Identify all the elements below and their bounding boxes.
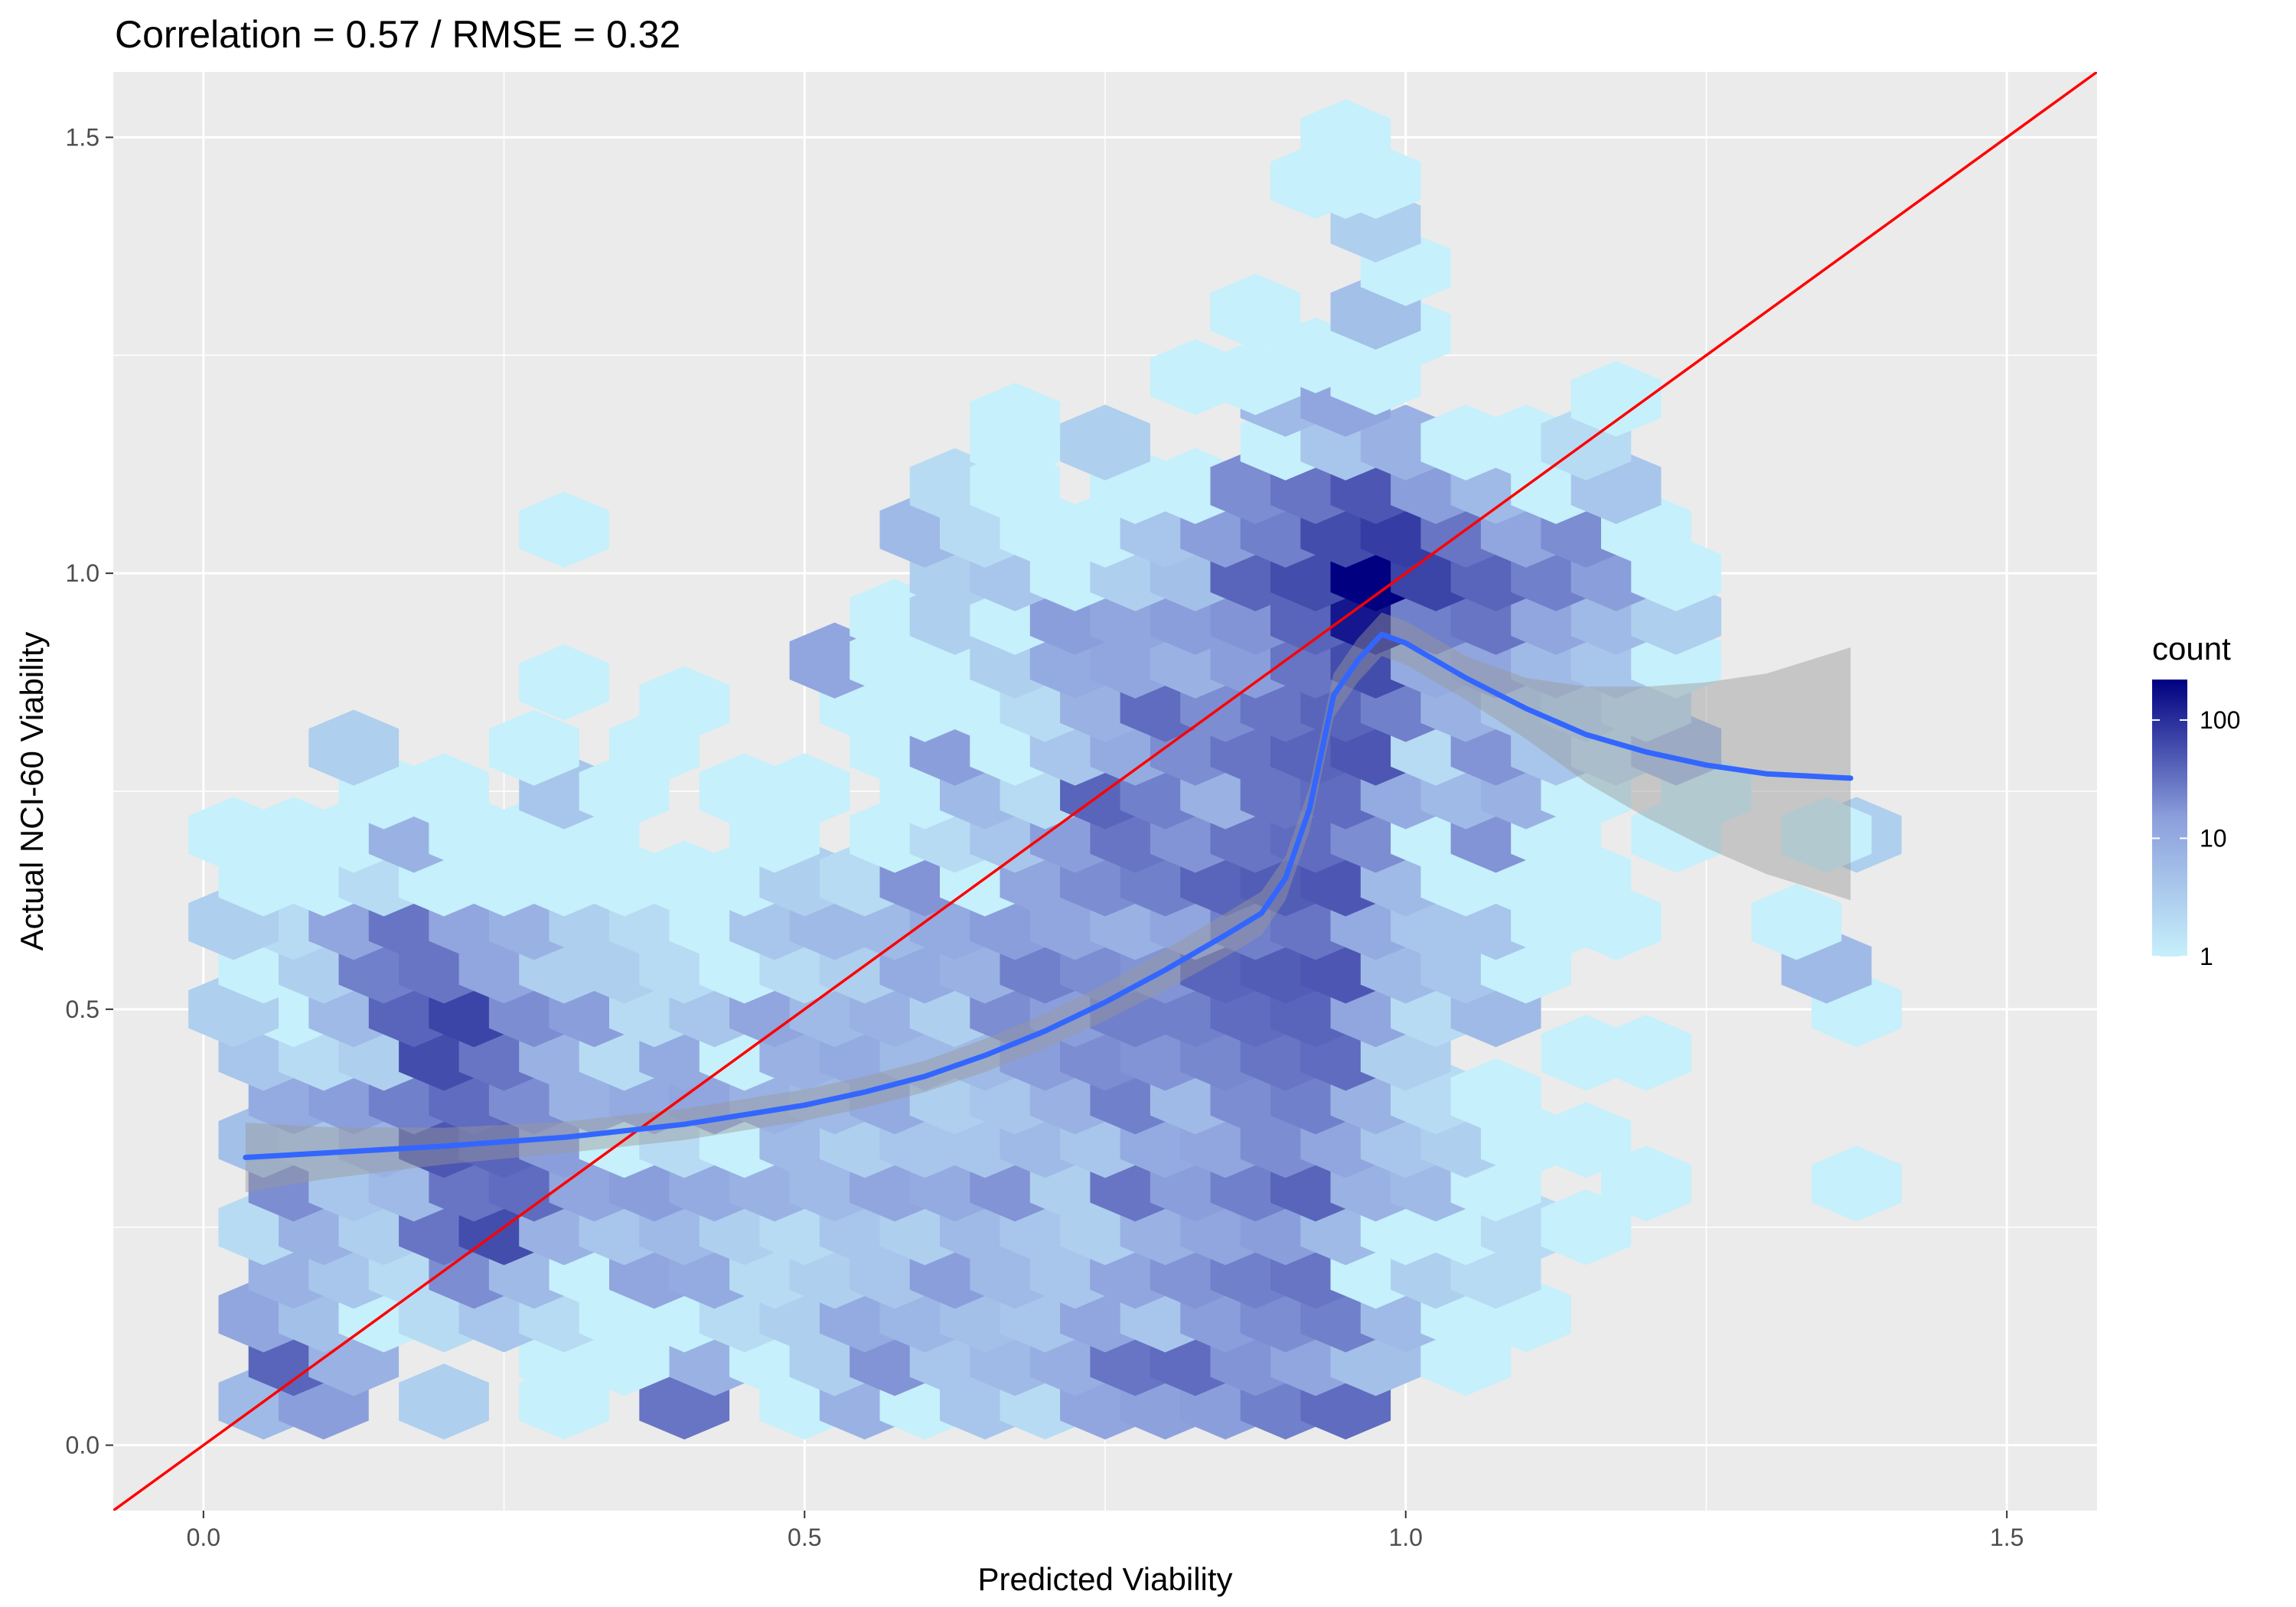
- legend-ticks: 1 10 100: [2152, 706, 2240, 970]
- hex-bin: [519, 644, 609, 721]
- hex-bin: [188, 797, 279, 873]
- legend-label: 1: [2200, 943, 2213, 970]
- hex-bin: [639, 666, 730, 742]
- hex-bin: [1541, 1189, 1632, 1266]
- smooth-confidence-band: [245, 612, 1851, 1193]
- hex-bin: [1270, 317, 1361, 393]
- hex-bin: [1210, 273, 1301, 350]
- y-tick-label: 1.0: [66, 559, 99, 587]
- hex-bin: [1811, 1146, 1902, 1222]
- axes: 0.0 0.5 1.0 1.5 0.0 0.5 1.0 1.5: [66, 123, 2024, 1551]
- identity-line: [113, 72, 2097, 1511]
- hex-bin: [308, 709, 400, 786]
- chart-title: Correlation = 0.57 / RMSE = 0.32: [115, 13, 680, 56]
- legend-colorbar: [2152, 680, 2187, 957]
- hex-bin: [519, 491, 609, 568]
- hex-bin: [1541, 1102, 1632, 1178]
- x-tick-label: 1.5: [1990, 1524, 2024, 1551]
- y-tick-label: 0.0: [66, 1432, 99, 1459]
- hex-bin: [399, 1364, 489, 1440]
- hex-bin: [1781, 797, 1872, 873]
- x-tick-label: 1.0: [1388, 1524, 1422, 1551]
- smooth-trend-line: [243, 631, 1854, 1160]
- smooth-line: [243, 631, 1854, 1160]
- color-legend: count 1 10 100: [2152, 631, 2240, 970]
- hex-bin: [399, 753, 489, 830]
- hex-bin: [759, 753, 850, 830]
- confidence-band: [245, 612, 1851, 1193]
- y-axis-title: Actual NCI-60 Viability: [14, 631, 50, 950]
- legend-title: count: [2152, 631, 2231, 667]
- hex-bin: [1601, 1146, 1691, 1222]
- y-tick-label: 0.5: [66, 996, 99, 1023]
- x-tick-label: 0.5: [788, 1524, 821, 1551]
- hex-bin: [1060, 404, 1150, 481]
- legend-label: 100: [2200, 706, 2240, 734]
- hex-bin: [488, 709, 579, 786]
- x-tick-label: 0.0: [187, 1524, 220, 1551]
- hex-bin: [1751, 884, 1842, 960]
- hex-bin: [970, 383, 1061, 459]
- y-tick-label: 1.5: [66, 123, 99, 151]
- hex-bin: [1601, 1015, 1691, 1091]
- x-axis-title: Predicted Viability: [977, 1561, 1232, 1597]
- hex-bins: [188, 99, 1902, 1440]
- legend-label: 10: [2200, 824, 2227, 852]
- hex-bin: [1450, 1058, 1541, 1135]
- identity-reference-line: [113, 72, 2097, 1511]
- hex-bin: [1300, 99, 1391, 175]
- hex-bin: [1570, 360, 1662, 437]
